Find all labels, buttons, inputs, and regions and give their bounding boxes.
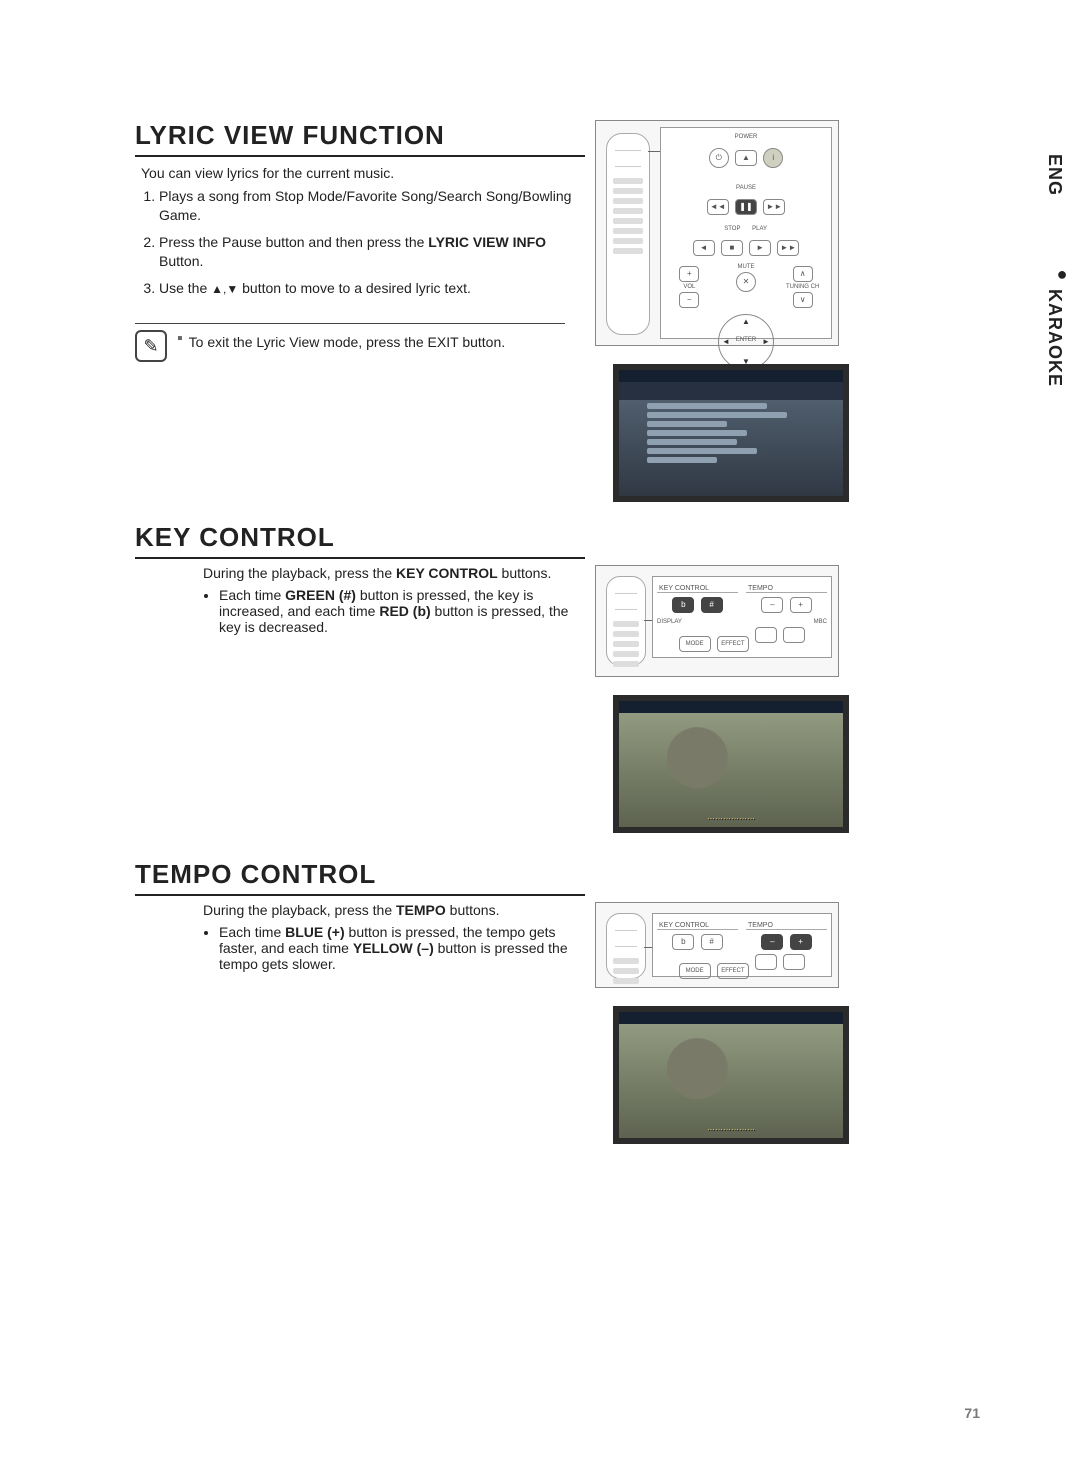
tempo-control-heading: TEMPO CONTROL [135, 859, 585, 896]
remote-diagram-lyric: POWER ⏻ ▲ i PAUSE ◄◄ ❚❚ ►► [595, 120, 839, 346]
key-control-line: During the playback, press the KEY CONTR… [203, 565, 585, 581]
red-b-icon: b [672, 934, 694, 950]
note-icon: ✎ [135, 330, 167, 362]
step-2: Press the Pause button and then press th… [159, 233, 585, 271]
subtitle-text: ……………… [619, 1123, 843, 1132]
tempo-plus-icon: + [790, 597, 812, 613]
remote-diagram-key: KEY CONTROL b # TEMPO – + DISPLAY [595, 565, 839, 677]
lang-label: ENG [1044, 150, 1065, 200]
tv-screenshot-lyric [613, 364, 849, 502]
info-icon: i [763, 148, 783, 168]
stop-icon: ■ [721, 240, 743, 256]
green-sharp-icon: # [701, 597, 723, 613]
key-control-heading: KEY CONTROL [135, 522, 585, 559]
step-1: Plays a song from Stop Mode/Favorite Son… [159, 187, 585, 225]
mute-icon: ✕ [736, 272, 756, 292]
note-text: To exit the Lyric View mode, press the E… [189, 330, 505, 350]
eject-icon: ▲ [735, 150, 757, 166]
mode-btn-icon: MODE [679, 963, 711, 979]
red-b-icon: b [672, 597, 694, 613]
section-tempo-control: During the playback, press the TEMPO but… [135, 902, 980, 1164]
section-lyric-view: LYRIC VIEW FUNCTION You can view lyrics … [135, 120, 980, 522]
tempo-control-bullet: Each time BLUE (+) button is pressed, th… [219, 924, 585, 972]
tempo-minus-icon: – [761, 597, 783, 613]
remote-small-icon [606, 576, 646, 666]
section-key-control: During the playback, press the KEY CONTR… [135, 565, 980, 853]
green-sharp-icon: # [701, 934, 723, 950]
remote-panel-key: KEY CONTROL b # TEMPO – + DISPLAY [652, 576, 832, 658]
dpad-icon: ▲▼◄► [718, 314, 774, 370]
lyric-view-intro: You can view lyrics for the current musi… [141, 165, 585, 181]
lyric-view-steps: Plays a song from Stop Mode/Favorite Son… [141, 187, 585, 297]
tempo-plus-icon: + [790, 934, 812, 950]
tv-screenshot-key: ……………… [613, 695, 849, 833]
step-3: Use the ▲,▼ button to move to a desired … [159, 279, 585, 298]
pause-icon: ❚❚ [735, 199, 757, 215]
manual-page: ENG ● KARAOKE LYRIC VIEW FUNCTION You ca… [0, 0, 1080, 1475]
ff-icon: ►► [777, 240, 799, 256]
rew-icon: ◄ [693, 240, 715, 256]
remote-small-icon [606, 133, 650, 335]
note: ✎ ▪ To exit the Lyric View mode, press t… [135, 323, 565, 362]
side-tab: ENG ● KARAOKE [1044, 150, 1080, 391]
lyric-view-heading: LYRIC VIEW FUNCTION [135, 120, 585, 157]
power-icon: ⏻ [709, 148, 729, 168]
subtitle-text: ……………… [619, 812, 843, 821]
tempo-control-line: During the playback, press the TEMPO but… [203, 902, 585, 918]
tempo-minus-icon: – [761, 934, 783, 950]
page-number: 71 [964, 1405, 980, 1421]
prev-icon: ◄◄ [707, 199, 729, 215]
mode-btn-icon: MODE [679, 636, 711, 652]
remote-diagram-tempo: KEY CONTROL b # TEMPO – + MODE EFFECT [595, 902, 839, 988]
key-control-bullet: Each time GREEN (#) button is pressed, t… [219, 587, 585, 635]
next-icon: ►► [763, 199, 785, 215]
effect-btn-icon: EFFECT [717, 963, 749, 979]
category-label: KARAOKE [1044, 285, 1065, 391]
effect-btn-icon: EFFECT [717, 636, 749, 652]
tv-screenshot-tempo: ……………… [613, 1006, 849, 1144]
remote-panel-enlarged: POWER ⏻ ▲ i PAUSE ◄◄ ❚❚ ►► [660, 127, 832, 339]
side-bullet: ● [1044, 264, 1080, 285]
play-icon: ► [749, 240, 771, 256]
remote-panel-tempo: KEY CONTROL b # TEMPO – + MODE EFFECT [652, 913, 832, 977]
remote-small-icon [606, 913, 646, 979]
